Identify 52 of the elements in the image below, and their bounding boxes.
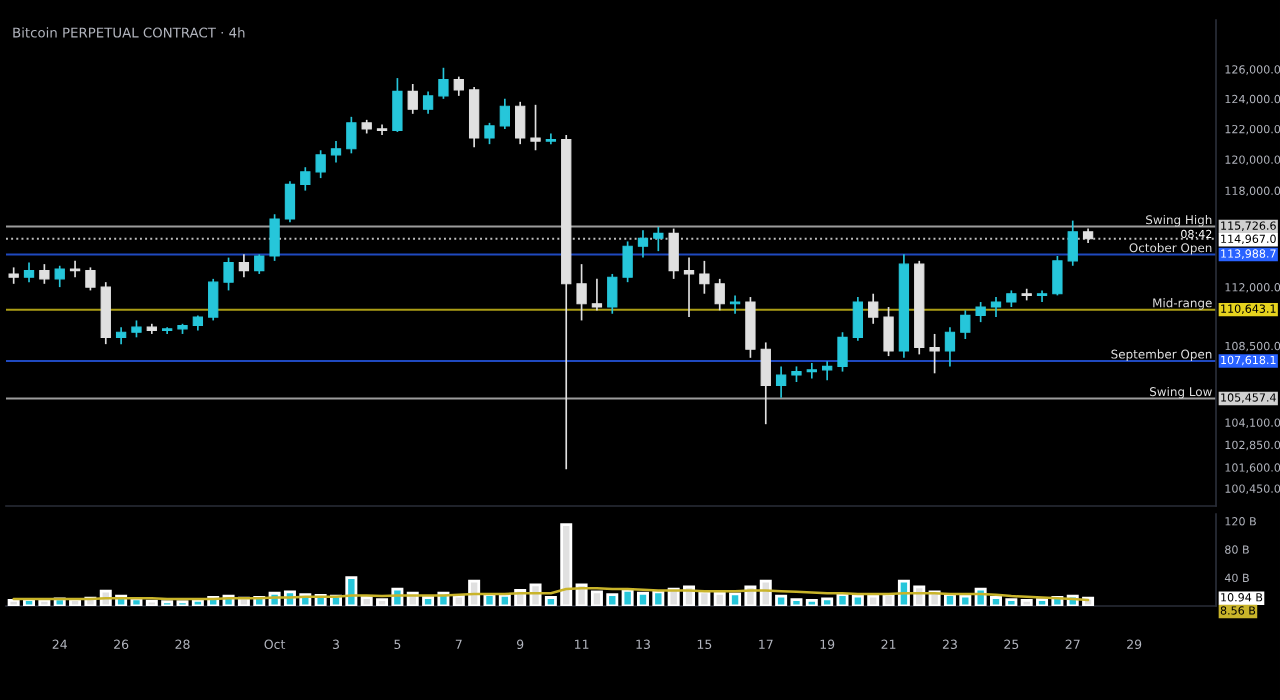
candlestick bbox=[975, 301, 986, 323]
candlestick bbox=[54, 264, 65, 288]
candlestick bbox=[238, 253, 250, 279]
candlestick bbox=[1036, 289, 1048, 303]
candlestick bbox=[944, 326, 956, 368]
candlestick bbox=[775, 365, 787, 399]
candlestick bbox=[346, 115, 357, 155]
candlestick bbox=[484, 122, 495, 145]
candlestick bbox=[822, 360, 833, 382]
candlestick bbox=[591, 278, 603, 312]
candlestick bbox=[806, 362, 817, 380]
candlestick bbox=[453, 75, 464, 97]
candlestick bbox=[85, 266, 96, 292]
candlestick bbox=[929, 333, 940, 375]
candlestick bbox=[868, 292, 879, 325]
candlestick bbox=[39, 263, 50, 285]
candlestick bbox=[607, 273, 618, 315]
candlestick bbox=[883, 306, 894, 357]
candlestick bbox=[208, 278, 219, 322]
candlestick bbox=[637, 229, 649, 259]
candlestick bbox=[515, 100, 526, 145]
candlestick bbox=[300, 166, 311, 192]
candlestick bbox=[760, 341, 771, 426]
candlestick bbox=[254, 253, 265, 275]
candlestick bbox=[653, 226, 664, 252]
candlestick bbox=[392, 77, 403, 133]
candlestick bbox=[622, 240, 633, 283]
candlestick bbox=[683, 256, 695, 318]
candlestick bbox=[668, 227, 679, 280]
candlestick bbox=[330, 140, 342, 164]
candlestick bbox=[1052, 255, 1063, 297]
candlestick bbox=[990, 296, 1002, 318]
candlestick bbox=[499, 98, 510, 130]
candlestick bbox=[714, 278, 725, 312]
candlestick bbox=[23, 261, 35, 283]
candlestick bbox=[837, 331, 848, 373]
candlestick bbox=[269, 213, 280, 262]
candlestick bbox=[422, 90, 434, 115]
candlestick bbox=[576, 263, 587, 322]
candlestick bbox=[223, 256, 234, 292]
candlestick bbox=[438, 66, 449, 100]
candlestick bbox=[407, 83, 418, 115]
candlestick bbox=[284, 180, 296, 224]
candlestick bbox=[745, 296, 756, 359]
candlestick bbox=[315, 149, 326, 179]
candlestick bbox=[1067, 219, 1078, 267]
candlestick bbox=[69, 260, 81, 279]
candlestick bbox=[960, 309, 971, 340]
candlestick bbox=[852, 296, 864, 342]
candlestick bbox=[729, 294, 741, 315]
candlestick bbox=[699, 260, 710, 295]
candlestick bbox=[530, 103, 541, 152]
